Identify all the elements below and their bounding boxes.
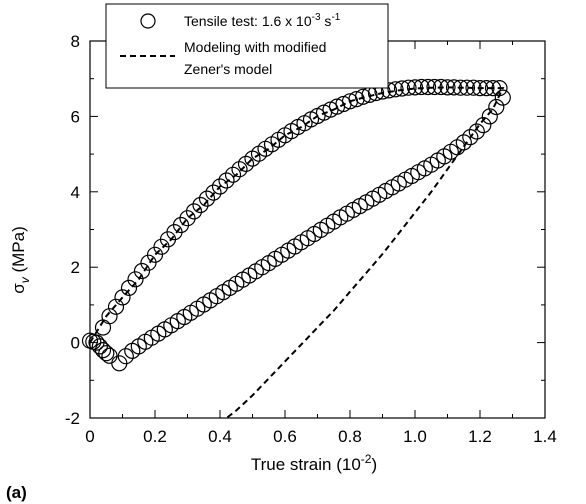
panel-label: (a) (6, 483, 27, 502)
data-point (101, 347, 118, 364)
data-point (107, 298, 125, 315)
axis-ticks (89, 40, 546, 419)
data-point (179, 210, 196, 227)
data-point (458, 79, 476, 96)
data-point (426, 78, 443, 96)
y-tick-label: 2 (71, 258, 80, 277)
data-point (455, 134, 472, 151)
data-point (124, 342, 141, 359)
data-point (387, 81, 404, 98)
data-point (120, 279, 138, 296)
x-tick-label: 0.8 (338, 427, 362, 446)
legend-circle-marker (140, 13, 156, 29)
x-axis-title: True strain (10-2) (251, 452, 377, 474)
x-tick-label: 1.2 (468, 427, 492, 446)
data-point (231, 161, 248, 178)
data-point (419, 78, 437, 96)
data-point (494, 89, 511, 106)
y-axis-title: σv (MPa) (9, 226, 32, 294)
data-point (400, 79, 417, 96)
data-point (484, 79, 502, 97)
x-tick-label: 0.6 (273, 427, 297, 446)
data-point (94, 342, 112, 359)
data-point (133, 262, 151, 280)
data-point (478, 79, 495, 97)
data-point (380, 82, 398, 99)
data-point (198, 190, 216, 207)
data-point (114, 289, 131, 306)
data-point (127, 271, 144, 288)
y-tick-label: 6 (71, 107, 80, 126)
data-point (192, 196, 209, 214)
data-point (111, 355, 128, 372)
data-point (462, 129, 479, 146)
data-point (445, 79, 463, 96)
y-tick-label: 8 (71, 32, 80, 51)
data-point (471, 79, 489, 97)
data-point (413, 78, 430, 96)
x-tick-label: 0.2 (143, 427, 167, 446)
legend-entry-modeling-line-2: Zener's model (184, 61, 272, 77)
data-point (439, 79, 456, 96)
data-point (211, 178, 229, 195)
data-point (491, 79, 508, 97)
series-layer (81, 78, 511, 419)
data-point (481, 108, 498, 125)
data-point (172, 216, 190, 234)
data-point (224, 166, 242, 183)
data-point (432, 78, 450, 96)
legend: Tensile test: 1.6 x 10-3 s-1 Modeling wi… (105, 3, 389, 89)
y-tick-label: 0 (71, 334, 80, 353)
data-point (98, 345, 115, 362)
data-point (465, 79, 482, 96)
x-tick-label: 1.0 (403, 427, 427, 446)
x-tick-label: 0.4 (208, 427, 232, 446)
plot-area-frame (89, 40, 546, 419)
data-point (218, 172, 235, 189)
y-tick-label: 4 (71, 183, 80, 202)
data-point (91, 338, 108, 355)
data-point (354, 88, 372, 105)
data-point (244, 150, 261, 167)
data-point (475, 116, 492, 134)
data-point (237, 155, 255, 172)
legend-entry-tensile-test: Tensile test: 1.6 x 10-3 s-1 (184, 12, 341, 29)
data-point (101, 308, 118, 325)
data-point (452, 79, 469, 96)
legend-entry-modeling-line-1: Modeling with modified (184, 39, 326, 55)
x-tick-label: 1.4 (533, 427, 557, 446)
data-point (393, 80, 411, 97)
data-point (205, 184, 222, 201)
y-tick-label: -2 (65, 409, 80, 428)
data-point (406, 79, 424, 96)
data-point (185, 203, 203, 220)
x-tick-label: 0 (85, 427, 94, 446)
data-point (488, 98, 505, 116)
data-point (468, 123, 485, 140)
axis-tick-labels: 0 0.2 0.4 0.6 0.8 1.0 1.2 1.4 -2 0 2 4 6 8 (65, 32, 557, 446)
